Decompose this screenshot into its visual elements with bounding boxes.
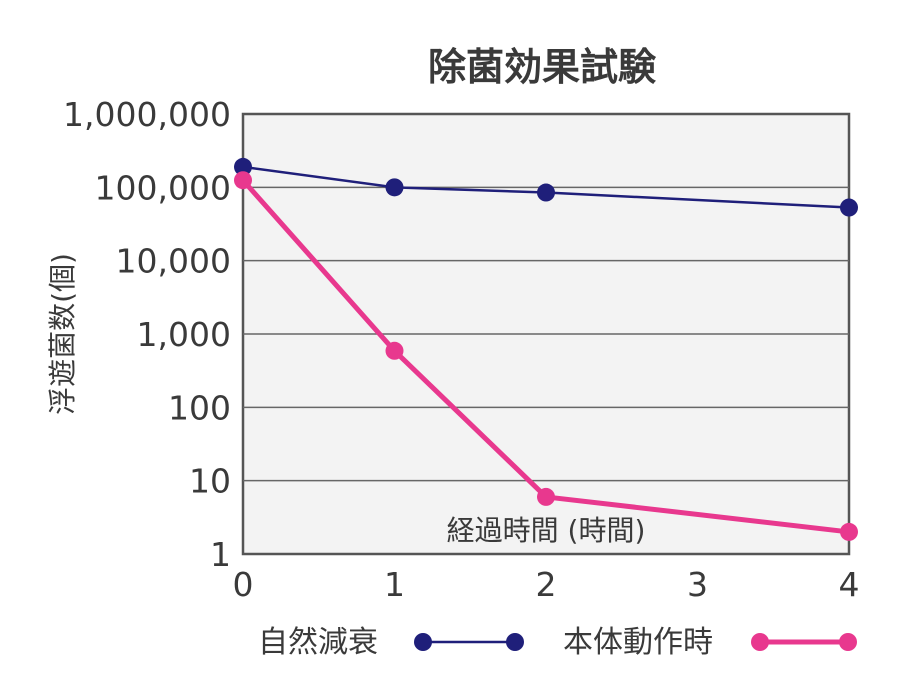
x-axis-ticks: 0 1 2 3 4 [233, 565, 860, 604]
y-tick-label: 1 [210, 535, 231, 574]
data-point [537, 487, 555, 506]
x-tick-label: 1 [384, 565, 405, 604]
legend: 自然減衰 本体動作時 [258, 625, 857, 660]
data-point [840, 198, 858, 217]
x-tick-label: 2 [536, 565, 557, 604]
series-1 [234, 157, 858, 217]
y-tick-label: 10 [189, 462, 231, 501]
legend-swatch-point [839, 633, 857, 651]
y-tick-label: 1,000,000 [63, 95, 231, 134]
legend-swatch-point [414, 633, 432, 651]
x-tick-label: 0 [233, 565, 254, 604]
x-tick-label: 4 [839, 565, 860, 604]
y-tick-label: 100 [168, 388, 231, 427]
data-point [385, 178, 404, 197]
chart-title: 除菌効果試験 [428, 45, 657, 89]
data-point [537, 183, 555, 202]
legend-label: 本体動作時 [563, 625, 713, 660]
legend-label: 自然減衰 [258, 625, 378, 660]
legend-swatch-point [751, 633, 769, 651]
data-point [234, 157, 252, 176]
x-axis-label: 経過時間 (時間) [447, 514, 646, 547]
series-2 [234, 171, 858, 541]
series-line [242, 165, 850, 209]
data-point [840, 522, 858, 541]
y-tick-label: 100,000 [95, 168, 231, 207]
series-line [241, 178, 850, 535]
legend-item: 自然減衰 [258, 625, 524, 660]
y-tick-label: 1,000 [137, 315, 231, 354]
x-tick-label: 3 [687, 565, 708, 604]
data-point [234, 171, 252, 190]
series-layer [234, 157, 858, 541]
y-axis-ticks: 1 10 100 1,000 10,000 100,000 1,000,000 [63, 95, 231, 574]
legend-item: 本体動作時 [563, 625, 857, 660]
data-point [385, 341, 404, 360]
legend-swatch-point [506, 633, 524, 651]
y-axis-label: 浮遊菌数(個) [46, 253, 79, 415]
y-tick-label: 10,000 [116, 242, 231, 281]
